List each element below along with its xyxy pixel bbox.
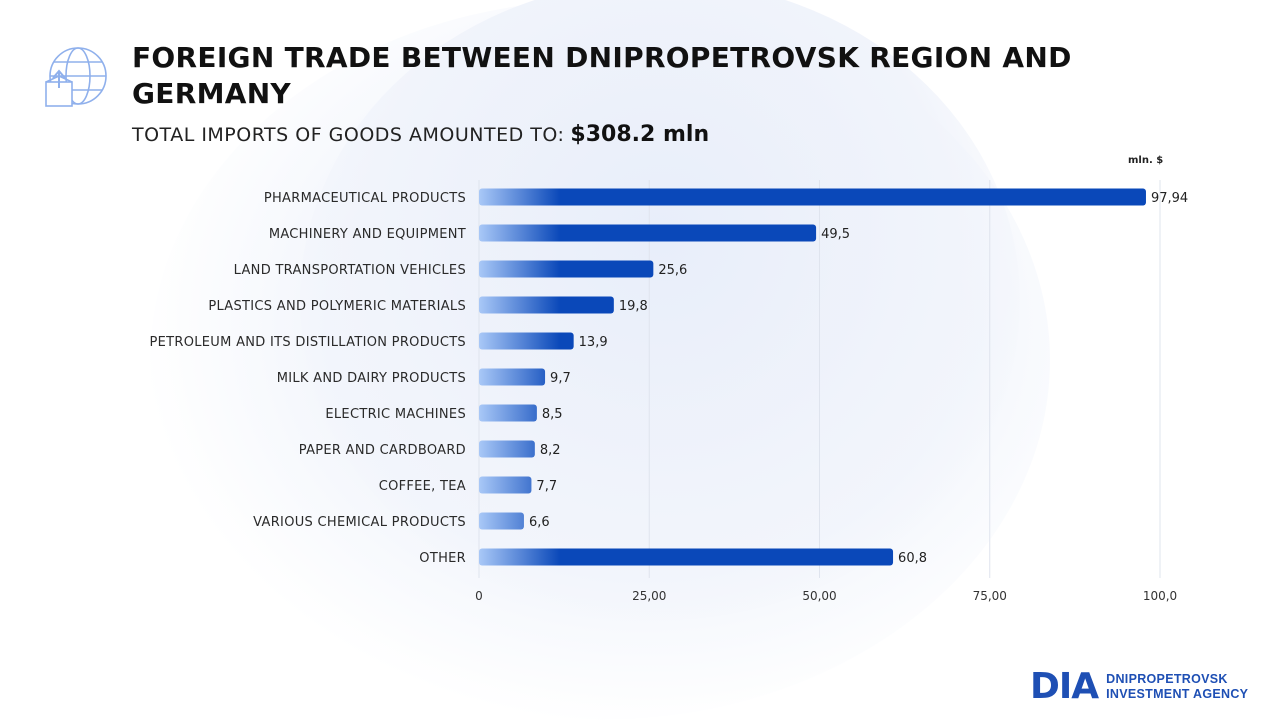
background-arc [300, 0, 1020, 620]
category-label: MILK AND DAIRY PRODUCTS [277, 371, 466, 386]
bar [479, 512, 524, 530]
bar [479, 548, 894, 566]
x-tick-label: 50,00 [802, 589, 836, 603]
value-label: 9,7 [550, 371, 571, 386]
category-label: PAPER AND CARDBOARD [299, 443, 466, 458]
x-tick-label: 75,00 [973, 589, 1007, 603]
x-tick-label: 25,00 [632, 589, 666, 603]
category-label: MACHINERY AND EQUIPMENT [269, 227, 466, 242]
logo-text: DNIPROPETROVSK INVESTMENT AGENCY [1106, 672, 1248, 702]
logo-mark: DIA [1030, 666, 1099, 707]
bar [479, 188, 1146, 206]
bar [479, 476, 532, 494]
category-label: VARIOUS CHEMICAL PRODUCTS [253, 515, 466, 530]
value-label: 25,6 [658, 263, 687, 278]
category-label: PLASTICS AND POLYMERIC MATERIALS [208, 299, 466, 314]
category-label: OTHER [419, 551, 466, 566]
value-label: 19,8 [619, 299, 648, 314]
bar [479, 368, 546, 386]
globe-export-icon [45, 47, 107, 107]
bar [479, 224, 817, 242]
total-imports-value: $308.2 mln [570, 122, 710, 147]
value-label: 49,5 [821, 227, 850, 242]
x-tick-label: 100,0 [1143, 589, 1177, 603]
subtitle-prefix: TOTAL IMPORTS OF GOODS AMOUNTED TO: [132, 124, 565, 146]
category-label: COFFEE, TEA [379, 479, 466, 494]
value-label: 8,5 [542, 407, 563, 422]
bar [479, 332, 574, 350]
page-subtitle: TOTAL IMPORTS OF GOODS AMOUNTED TO: $308.… [132, 122, 709, 147]
logo-line-2: INVESTMENT AGENCY [1106, 687, 1249, 701]
bar [479, 404, 537, 422]
page-title: FOREIGN TRADE BETWEEN DNIPROPETROVSK REG… [132, 41, 1072, 110]
unit-label: mln. $ [1128, 155, 1164, 166]
x-tick-label: 0 [475, 589, 483, 603]
value-label: 8,2 [540, 443, 561, 458]
value-label: 13,9 [579, 335, 608, 350]
value-label: 60,8 [898, 551, 927, 566]
category-label: PHARMACEUTICAL PRODUCTS [264, 191, 466, 206]
category-label: ELECTRIC MACHINES [325, 407, 466, 422]
value-label: 7,7 [536, 479, 557, 494]
value-label: 6,6 [529, 515, 550, 530]
dia-logo: DIA DNIPROPETROVSK INVESTMENT AGENCY [1030, 666, 1248, 708]
logo-line-1: DNIPROPETROVSK [1106, 672, 1228, 686]
category-label: LAND TRANSPORTATION VEHICLES [234, 263, 466, 278]
bar [479, 260, 654, 278]
bar [479, 440, 535, 458]
value-label: 97,94 [1151, 191, 1188, 206]
category-label: PETROLEUM AND ITS DISTILLATION PRODUCTS [149, 335, 466, 350]
bar [479, 296, 614, 314]
